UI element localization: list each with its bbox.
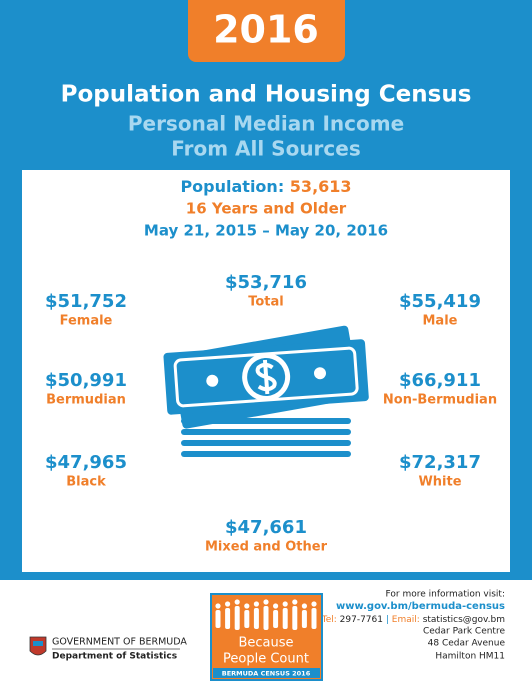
income-value: $51,752: [45, 291, 127, 312]
year-box: [188, 0, 345, 62]
person-head: [301, 603, 307, 609]
person-body: [311, 608, 317, 629]
income-label: Non-Bermudian: [383, 393, 497, 408]
government: GOVERNMENT OF BERMUDA Department of Stat…: [29, 637, 187, 662]
population-label: Population:: [180, 177, 284, 196]
person-head: [215, 603, 221, 609]
subtitle: From All Sources: [171, 137, 361, 161]
person-head: [311, 601, 317, 607]
income-label: Female: [60, 314, 113, 329]
contact-line: Tel: 297-7761 | Email: statistics@gov.bm: [321, 615, 505, 625]
income-value: $55,419: [399, 291, 481, 312]
person-body: [273, 610, 279, 628]
person-body: [282, 608, 288, 629]
income-value: $47,965: [45, 452, 127, 473]
age: 16 Years and Older: [186, 200, 347, 218]
person-head: [253, 601, 259, 607]
income-label: Bermudian: [46, 393, 126, 408]
income-value: $53,716: [225, 272, 307, 293]
year: 2016: [213, 8, 319, 52]
email-label: Email:: [392, 615, 420, 625]
income-label: White: [418, 475, 461, 490]
population-value: 53,613: [290, 177, 352, 196]
income-label: Mixed and Other: [205, 540, 328, 555]
logo: Because People Count BERMUDA CENSUS 2016: [210, 593, 323, 681]
bill-stack: [181, 418, 351, 457]
email[interactable]: statistics@gov.bm: [423, 615, 505, 625]
period: May 21, 2015 – May 20, 2016: [144, 222, 388, 240]
income-label: Total: [248, 295, 284, 310]
address: Cedar Park Centre: [423, 627, 505, 637]
logo-line: People Count: [223, 652, 309, 667]
person-head: [234, 599, 240, 605]
person-body: [301, 610, 307, 628]
population: Population: 53,613: [180, 177, 351, 196]
separator: |: [386, 615, 389, 625]
income-stats: $53,716 Total $51,752 Female $55,419 Male $50,…: [45, 272, 497, 555]
person-body: [263, 606, 269, 630]
gov-name: GOVERNMENT OF BERMUDA: [52, 637, 187, 648]
income-label: Black: [66, 475, 106, 490]
subtitle: Personal Median Income: [128, 112, 404, 136]
address: 48 Cedar Avenue: [428, 639, 506, 649]
person-head: [225, 601, 231, 607]
person-head: [273, 603, 279, 609]
person-body: [253, 608, 259, 629]
income-value: $47,661: [225, 517, 307, 538]
income-value: $66,911: [399, 370, 481, 391]
income-value: $72,317: [399, 452, 481, 473]
gov-department: Department of Statistics: [52, 652, 177, 662]
person-body: [225, 608, 231, 629]
title: Population and Housing Census: [61, 82, 472, 108]
contact-intro: For more information visit:: [386, 590, 505, 600]
income-label: Male: [423, 314, 458, 329]
person-head: [282, 601, 288, 607]
tel: 297-7761: [340, 615, 383, 625]
person-head: [292, 599, 298, 605]
tel-label: Tel:: [321, 615, 337, 625]
person-head: [244, 603, 250, 609]
logo-tagline: BERMUDA CENSUS 2016: [222, 670, 311, 678]
money-icon: [163, 325, 369, 429]
person-body: [215, 610, 221, 628]
logo-line: Because: [238, 636, 293, 651]
address: Hamilton HM11: [435, 652, 505, 662]
person-body: [292, 606, 298, 630]
income-value: $50,991: [45, 370, 127, 391]
person-head: [263, 599, 269, 605]
contact-url[interactable]: www.gov.bm/bermuda-census: [336, 601, 505, 612]
person-body: [244, 610, 250, 628]
person-body: [234, 606, 240, 630]
